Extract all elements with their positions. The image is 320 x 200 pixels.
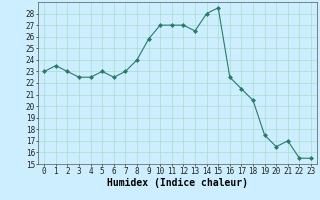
X-axis label: Humidex (Indice chaleur): Humidex (Indice chaleur) [107, 178, 248, 188]
